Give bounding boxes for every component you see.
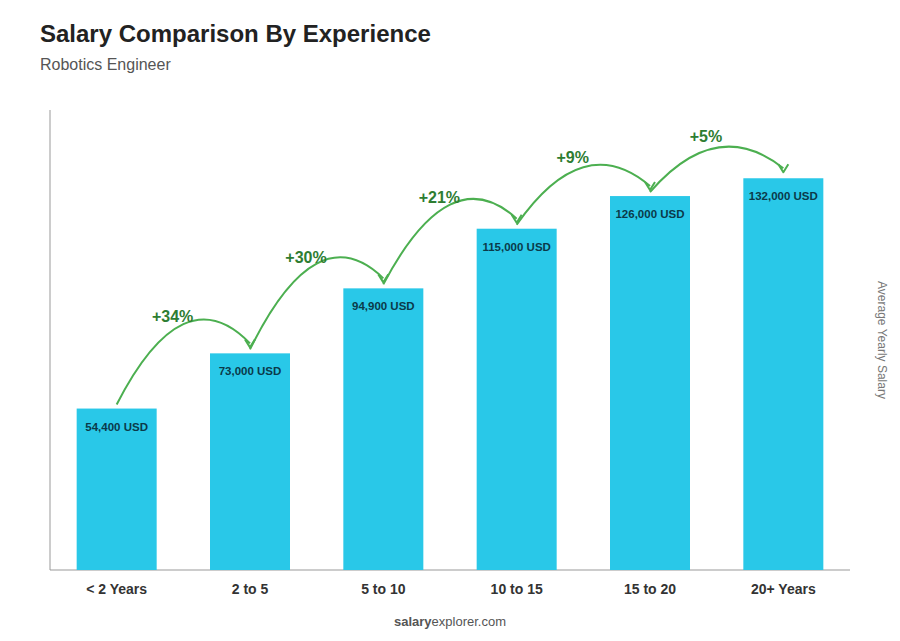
y-axis-label: Average Yearly Salary xyxy=(875,281,889,399)
bar xyxy=(77,409,157,570)
x-axis-line xyxy=(50,570,850,571)
annotation: +30% xyxy=(285,249,326,266)
subtitle: Robotics Engineer xyxy=(40,56,171,73)
bar xyxy=(343,288,423,570)
data-label: 132,000 USD xyxy=(749,190,818,202)
watermark: salaryexplorer.com xyxy=(394,614,506,629)
data-label: 73,000 USD xyxy=(219,365,282,377)
x-tick-label: 5 to 10 xyxy=(361,581,406,597)
annotation-arc xyxy=(650,147,783,192)
y-axis-line xyxy=(50,110,51,570)
title: Salary Comparison By Experience xyxy=(40,20,431,47)
arcs xyxy=(117,147,789,405)
annotation: +34% xyxy=(152,308,193,325)
annotation-arc xyxy=(117,319,250,404)
data-label: 115,000 USD xyxy=(482,241,550,253)
chart-container: Salary Comparison By Experience Robotics … xyxy=(0,0,900,641)
data-label: 54,400 USD xyxy=(85,421,148,433)
watermark-part: explorer.com xyxy=(432,614,506,629)
annotation: +9% xyxy=(556,149,588,166)
data-label: 126,000 USD xyxy=(615,208,684,220)
x-tick-label: < 2 Years xyxy=(86,581,147,597)
bars xyxy=(77,178,824,570)
data-label: 94,900 USD xyxy=(352,300,415,312)
annotation: +21% xyxy=(419,189,460,206)
x-tick-label: 20+ Years xyxy=(751,581,816,597)
x-tick-label: 15 to 20 xyxy=(624,581,676,597)
watermark-part: salary xyxy=(394,614,432,629)
annotation-arrow xyxy=(778,164,788,172)
x-tick-label: 10 to 15 xyxy=(491,581,543,597)
x-tick-label: 2 to 5 xyxy=(232,581,269,597)
bar xyxy=(210,353,290,570)
bar xyxy=(743,178,823,570)
bar xyxy=(610,196,690,570)
annotation: +5% xyxy=(690,128,722,145)
chart: Salary Comparison By Experience Robotics … xyxy=(0,0,900,641)
bar xyxy=(477,229,557,570)
